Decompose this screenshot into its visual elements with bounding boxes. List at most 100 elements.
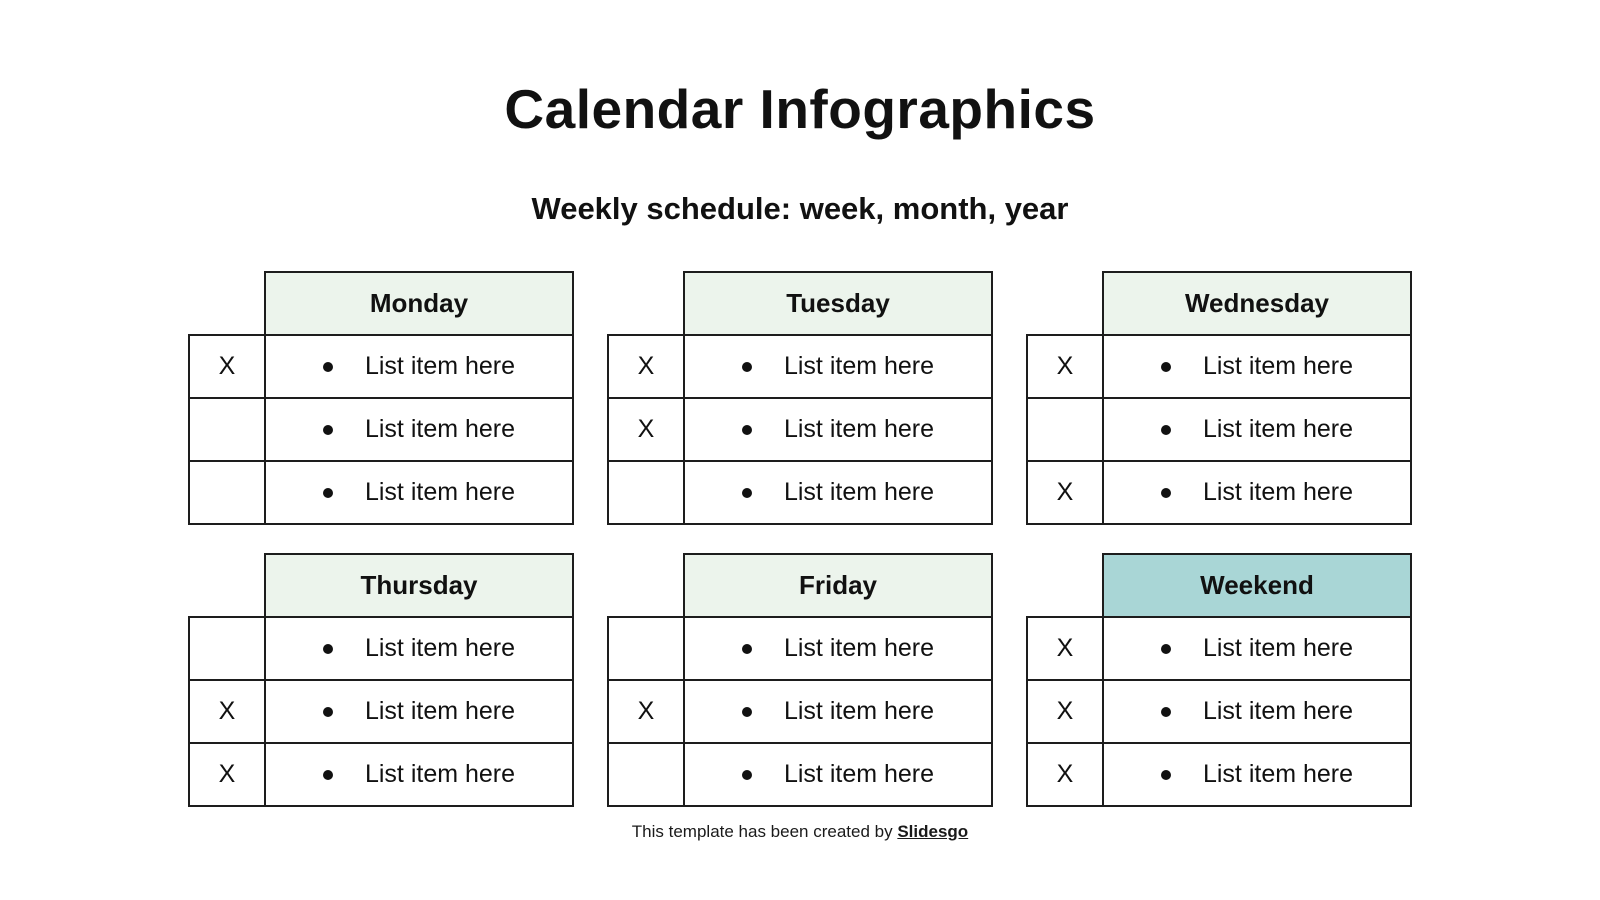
- footer: This template has been created by Slides…: [0, 822, 1600, 842]
- item-cell: List item here: [264, 334, 574, 399]
- list-item-text: List item here: [783, 415, 935, 443]
- table-row: List item here: [607, 460, 993, 525]
- list-item-text: List item here: [364, 415, 516, 443]
- list-item-text: List item here: [783, 352, 935, 380]
- bullet-icon: [322, 424, 333, 435]
- page-title: Calendar Infographics: [504, 78, 1096, 140]
- mark-cell: X: [607, 334, 685, 399]
- header-spacer: [1026, 271, 1102, 336]
- bullet-icon: [322, 487, 333, 498]
- mark-cell: X: [1026, 679, 1104, 744]
- list-item-text: List item here: [1202, 478, 1354, 506]
- header-row: Thursday: [188, 553, 574, 618]
- item-cell: List item here: [683, 460, 993, 525]
- day-table-wednesday: Wednesday X List item here List item her…: [1026, 271, 1412, 525]
- list-item-text: List item here: [1202, 697, 1354, 725]
- header-spacer: [188, 271, 264, 336]
- header-spacer: [607, 553, 683, 618]
- bullet-icon: [741, 361, 752, 372]
- bullet-icon: [741, 706, 752, 717]
- slidesgo-link[interactable]: Slidesgo: [897, 822, 969, 841]
- footer-credit-text: This template has been created by: [631, 822, 893, 841]
- item-cell: List item here: [1102, 460, 1412, 525]
- bullet-icon: [1160, 706, 1171, 717]
- day-table-friday: Friday List item here X List item here: [607, 553, 993, 807]
- header-row: Monday: [188, 271, 574, 336]
- item-cell: List item here: [683, 334, 993, 399]
- list-item-text: List item here: [364, 697, 516, 725]
- bullet-icon: [1160, 487, 1171, 498]
- item-cell: List item here: [1102, 679, 1412, 744]
- table-row: List item here: [188, 460, 574, 525]
- table-body: X List item here X List item here X: [1026, 616, 1412, 807]
- bullet-icon: [1160, 424, 1171, 435]
- day-table-tuesday: Tuesday X List item here X List item her…: [607, 271, 993, 525]
- header-spacer: [607, 271, 683, 336]
- mark-cell: X: [1026, 334, 1104, 399]
- bullet-icon: [1160, 361, 1171, 372]
- table-row: List item here: [607, 616, 993, 681]
- table-body: List item here X List item here List ite…: [607, 616, 993, 807]
- mark-cell: X: [607, 397, 685, 462]
- bullet-icon: [741, 424, 752, 435]
- mark-cell: X: [1026, 742, 1104, 807]
- item-cell: List item here: [683, 616, 993, 681]
- day-table-weekend: Weekend X List item here X List item her…: [1026, 553, 1412, 807]
- mark-cell: [607, 742, 685, 807]
- item-cell: List item here: [683, 397, 993, 462]
- table-row: X List item here: [607, 397, 993, 462]
- day-header: Wednesday: [1102, 271, 1412, 336]
- list-item-text: List item here: [783, 478, 935, 506]
- table-row: X List item here: [1026, 334, 1412, 399]
- list-item-text: List item here: [364, 634, 516, 662]
- page-subtitle: Weekly schedule: week, month, year: [531, 191, 1069, 226]
- bullet-icon: [322, 769, 333, 780]
- table-body: List item here X List item here X List i…: [188, 616, 574, 807]
- bullet-icon: [1160, 769, 1171, 780]
- table-row: X List item here: [1026, 616, 1412, 681]
- header-spacer: [188, 553, 264, 618]
- table-body: X List item here X List item here: [607, 334, 993, 525]
- mark-cell: [188, 397, 266, 462]
- list-item-text: List item here: [1202, 760, 1354, 788]
- table-row: X List item here: [607, 679, 993, 744]
- table-row: X List item here: [188, 742, 574, 807]
- table-row: X List item here: [188, 679, 574, 744]
- table-row: X List item here: [188, 334, 574, 399]
- item-cell: List item here: [1102, 397, 1412, 462]
- item-cell: List item here: [1102, 334, 1412, 399]
- table-row: X List item here: [1026, 460, 1412, 525]
- mark-cell: [188, 616, 266, 681]
- mark-cell: X: [188, 742, 266, 807]
- item-cell: List item here: [264, 679, 574, 744]
- mark-cell: X: [188, 334, 266, 399]
- mark-cell: [188, 460, 266, 525]
- table-row: List item here: [188, 616, 574, 681]
- day-header: Weekend: [1102, 553, 1412, 618]
- header-row: Friday: [607, 553, 993, 618]
- item-cell: List item here: [264, 616, 574, 681]
- table-row: List item here: [1026, 397, 1412, 462]
- table-row: X List item here: [607, 334, 993, 399]
- table-row: X List item here: [1026, 742, 1412, 807]
- table-row: List item here: [607, 742, 993, 807]
- mark-cell: X: [1026, 616, 1104, 681]
- item-cell: List item here: [264, 397, 574, 462]
- day-header: Thursday: [264, 553, 574, 618]
- bullet-icon: [322, 361, 333, 372]
- bullet-icon: [741, 487, 752, 498]
- header-row: Tuesday: [607, 271, 993, 336]
- table-body: X List item here List item here: [188, 334, 574, 525]
- day-table-monday: Monday X List item here List item here: [188, 271, 574, 525]
- list-item-text: List item here: [783, 634, 935, 662]
- list-item-text: List item here: [364, 478, 516, 506]
- day-table-thursday: Thursday List item here X List item here: [188, 553, 574, 807]
- day-header: Friday: [683, 553, 993, 618]
- item-cell: List item here: [683, 679, 993, 744]
- list-item-text: List item here: [783, 697, 935, 725]
- list-item-text: List item here: [1202, 634, 1354, 662]
- mark-cell: [1026, 397, 1104, 462]
- bullet-icon: [322, 706, 333, 717]
- item-cell: List item here: [264, 460, 574, 525]
- item-cell: List item here: [1102, 742, 1412, 807]
